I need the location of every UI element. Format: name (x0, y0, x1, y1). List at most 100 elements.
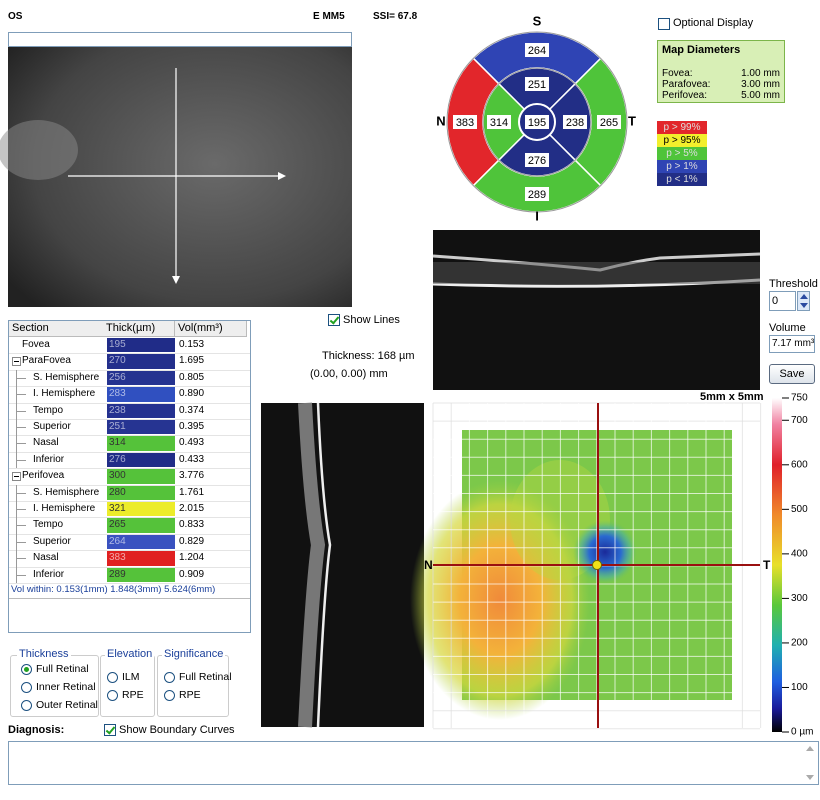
cursor-dot (592, 560, 602, 570)
value-box (453, 115, 477, 129)
row-line (9, 517, 250, 519)
colorbar-tick-label: 700 (791, 415, 808, 426)
section-name: Superior (33, 535, 71, 547)
tree-line (16, 377, 26, 379)
row-line (9, 369, 250, 371)
optional-display-checkbox[interactable] (658, 18, 670, 30)
sector-value: 314 (490, 117, 508, 129)
volume-cell: 0.909 (179, 568, 205, 580)
radio-label: RPE (122, 689, 144, 701)
diameter-value: 3.00 mm (741, 79, 780, 90)
diagnosis-textarea[interactable] (8, 741, 819, 785)
rpe-layer (316, 402, 332, 728)
threshold-label: Threshold (769, 278, 818, 290)
sector-value: 195 (528, 117, 546, 129)
minus (14, 361, 19, 363)
ssi-label: SSI= 67.8 (373, 11, 418, 22)
cursor-position: (0.00, 0.00) mm (310, 368, 388, 380)
option-group-title: Thickness (17, 648, 71, 660)
radio-button[interactable] (164, 690, 175, 701)
expand-box[interactable] (12, 357, 21, 367)
map-diameters-title: Map Diameters (662, 44, 741, 56)
sector-value: 251 (528, 79, 546, 91)
scan-info-box (8, 32, 352, 47)
tree-line (16, 525, 26, 527)
legend-swatch: p < 1% (657, 173, 707, 186)
bscan-vertical (261, 403, 424, 727)
row-line (9, 598, 250, 599)
tree-line (16, 427, 26, 428)
threshold-spinner[interactable] (797, 291, 810, 311)
radio-button[interactable] (107, 672, 118, 683)
diameter-value: 1.00 mm (741, 68, 780, 79)
tree-line (16, 443, 26, 445)
legend-swatch: p > 99% (657, 121, 707, 134)
section-name: I. Hemisphere (33, 503, 96, 514)
section-name: I. Hemisphere (33, 388, 96, 400)
radio-label: Outer Retinal (36, 699, 98, 711)
radio-button[interactable] (21, 700, 32, 711)
volume-cell: 1.695 (179, 355, 205, 367)
volume-input[interactable]: 7.17 mm³ (769, 335, 815, 353)
scroll-up (806, 746, 814, 751)
section-name: S. Hemisphere (33, 371, 100, 383)
expand-box[interactable] (12, 472, 21, 482)
diameter-value: 5.00 mm (741, 90, 780, 101)
sector-value: 238 (566, 117, 584, 129)
orientation-label: N (436, 113, 445, 128)
thickness-cell: 270 (107, 354, 175, 369)
map-diameters-panel: Map Diameters Fovea: 1.00 mm Parafovea: 3.00… (657, 40, 785, 103)
tree-line (16, 558, 26, 560)
option-group-title: Elevation (105, 648, 155, 660)
row-line (9, 550, 250, 552)
sector-value: 289 (528, 189, 546, 201)
tree-line (16, 574, 26, 576)
option-group: Elevation ILM RPE (100, 648, 155, 717)
save-button[interactable]: Save (769, 364, 815, 384)
show-lines-checkbox[interactable] (328, 314, 340, 326)
legend-swatch: p > 95% (657, 134, 707, 147)
diameter-name: Fovea: (662, 68, 693, 79)
volume-cell: 0.395 (179, 421, 205, 432)
radio-button[interactable] (164, 672, 175, 683)
section-name: Inferior (33, 568, 65, 580)
orientation-label: I (535, 208, 539, 223)
section-table: Section Thick(µm) Vol(mm³) Fovea 195 0.153 Par… (8, 320, 251, 633)
colorbar-tick-label: 100 (791, 682, 808, 693)
retina-tissue (298, 402, 326, 728)
row-line (9, 533, 250, 535)
threshold-input[interactable]: 0 (769, 291, 796, 311)
thickness-cell: 289 (107, 567, 175, 582)
optional-display-label: Optional Display (673, 17, 754, 29)
table-header: Section (9, 321, 105, 337)
thickness-cell: 383 (107, 551, 175, 566)
volume-label: Volume (769, 322, 806, 334)
value-box (597, 115, 621, 129)
radio-button[interactable] (21, 664, 32, 675)
volume-cell: 0.433 (179, 453, 205, 465)
colorbar (772, 398, 782, 732)
map-size: 5mm x 5mm (700, 391, 764, 403)
section-name: Nasal (33, 437, 59, 449)
sector-value: 383 (456, 117, 474, 129)
volume-cell: 0.493 (179, 437, 205, 449)
colorbar-tick-label: 200 (791, 638, 808, 649)
boundary-label: Show Boundary Curves (119, 724, 235, 736)
row-line (9, 353, 250, 355)
value-box (525, 153, 549, 167)
arrow-head (172, 276, 180, 284)
scan-crosshair (68, 68, 282, 280)
thickness-cell: 300 (107, 469, 175, 484)
value-box (525, 77, 549, 91)
radio-button[interactable] (21, 682, 32, 693)
legend-swatch: p > 5% (657, 147, 707, 160)
radio-button[interactable] (107, 690, 118, 701)
row-line (9, 451, 250, 453)
boundary-checkbox[interactable] (104, 724, 116, 736)
ring-outline (446, 31, 628, 213)
volume-cell: 0.153 (179, 339, 205, 350)
arrow-head (278, 172, 286, 180)
section-name: Inferior (33, 453, 65, 465)
colorbar-tick-label: 300 (791, 593, 808, 604)
